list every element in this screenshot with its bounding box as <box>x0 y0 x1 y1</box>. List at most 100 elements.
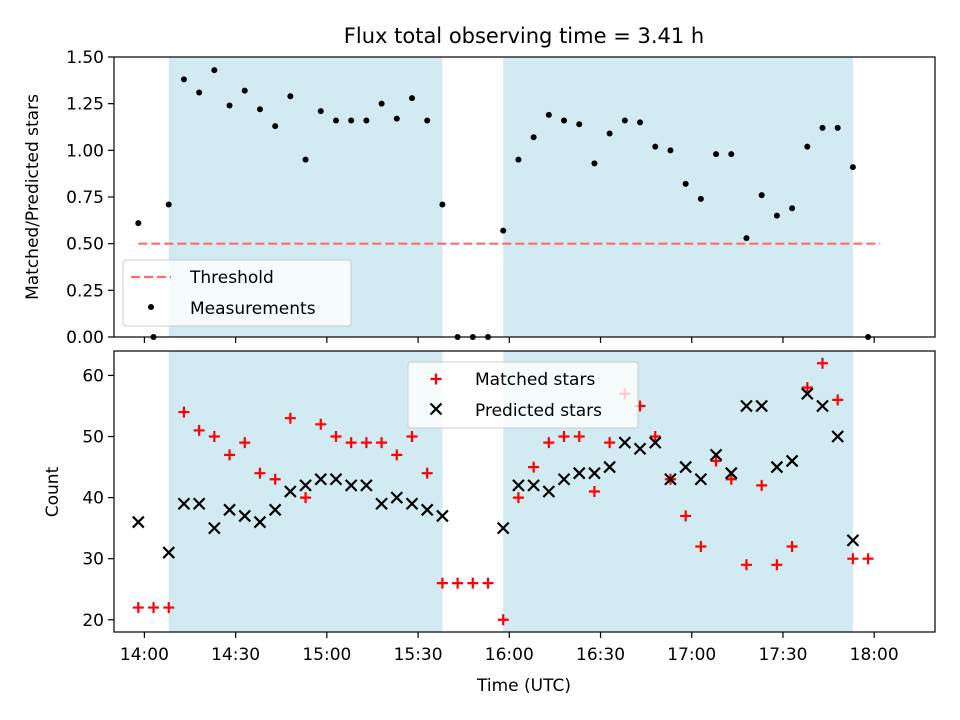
y-tick-label: 1.25 <box>66 95 104 115</box>
legend-threshold-label: Threshold <box>189 268 274 288</box>
predicted-star-point <box>740 399 753 413</box>
matched-star-point <box>543 437 555 449</box>
matched-star-point <box>497 614 509 626</box>
measurement-point <box>515 156 522 163</box>
legend-measurement-label: Measurements <box>190 299 316 319</box>
measurement-point <box>561 117 568 124</box>
predicted-star-point <box>329 473 343 486</box>
measurement-point <box>363 117 370 124</box>
predicted-star-point <box>724 466 738 480</box>
y-tick-label: 1.50 <box>66 48 104 68</box>
predicted-star-point <box>132 515 145 529</box>
predicted-star-point <box>648 436 662 449</box>
measurement-point <box>348 117 355 124</box>
matched-star-point <box>816 357 828 369</box>
measurement-point <box>393 115 400 122</box>
matched-star-point <box>512 492 524 504</box>
x-tick-label: 14:00 <box>120 645 169 665</box>
measurement-point <box>728 151 735 158</box>
x-tick-label: 17:00 <box>667 645 716 665</box>
measurement-point <box>408 95 415 102</box>
measurement-point <box>743 235 750 242</box>
y-tick-label: 0.00 <box>66 328 104 348</box>
predicted-star-point <box>299 479 312 492</box>
y-tick-label: 1.00 <box>66 141 104 161</box>
measurement-point <box>317 108 324 115</box>
matched-star-point <box>300 492 312 504</box>
y-tick-label: 30 <box>82 550 104 570</box>
matched-star-point <box>847 553 859 565</box>
x-tick-label: 17:30 <box>758 645 807 665</box>
count-panel: 14:00 14:30 15:00 15:30 16:00 16:30 17:00 17:30… <box>82 350 936 665</box>
matched-star-point <box>360 437 372 449</box>
predicted-star-point <box>496 521 510 535</box>
predicted-star-point <box>557 473 571 486</box>
matched-star-point <box>725 473 737 485</box>
measurement-point <box>272 123 279 130</box>
predicted-star-point <box>284 485 297 498</box>
matched-star-point <box>436 577 448 589</box>
x-tick-label: 16:30 <box>576 645 625 665</box>
predicted-star-point <box>375 497 388 510</box>
axes-frame <box>113 350 936 633</box>
predicted-star-point <box>542 485 556 498</box>
matched-star-point <box>330 431 342 443</box>
x-tick-label: 15:00 <box>302 645 351 665</box>
x-axis-label: Time (UTC) <box>476 676 571 696</box>
legend-predicted-swatch <box>429 402 443 416</box>
axes-frame <box>113 56 936 338</box>
matched-star-point <box>315 418 327 430</box>
predicted-star-point <box>238 509 252 523</box>
measurement-point <box>804 143 811 150</box>
x-tick-label: 18:00 <box>850 645 899 665</box>
matched-star-point <box>588 486 600 497</box>
figure-title: Flux total observing time = 3.41 h <box>344 24 704 48</box>
measurement-point <box>332 117 339 124</box>
predicted-star-point <box>390 491 404 504</box>
legend-matched-swatch <box>430 373 442 385</box>
matched-star-point <box>163 602 175 614</box>
measurement-point <box>682 180 689 187</box>
predicted-star-point <box>755 399 768 413</box>
predicted-star-point <box>420 503 434 517</box>
measurement-point <box>241 87 248 94</box>
measurement-point <box>621 117 628 124</box>
predicted-star-point <box>572 466 586 480</box>
predicted-star-point <box>633 442 647 456</box>
measurement-point <box>713 151 720 158</box>
measurement-point <box>591 160 598 167</box>
predicted-star-point <box>831 430 844 443</box>
matched-star-point <box>801 382 813 394</box>
y-tick-label: 0.50 <box>66 235 104 255</box>
measurement-point <box>789 205 796 212</box>
matched-star-point <box>269 473 281 485</box>
x-tick-label: 16:00 <box>485 645 534 665</box>
matched-star-point <box>558 431 570 443</box>
matched-star-point <box>254 467 266 479</box>
matched-star-point <box>680 510 692 522</box>
matched-star-point <box>649 431 661 443</box>
legend-predicted-label: Predicted stars <box>475 401 602 421</box>
legend-matched-label: Matched stars <box>475 370 595 390</box>
matched-star-point <box>406 431 418 443</box>
predicted-star-point <box>268 503 282 517</box>
predicted-star-point <box>618 436 632 449</box>
measurement-point <box>180 76 187 83</box>
predicted-star-point <box>527 479 540 492</box>
matched-star-point <box>482 577 494 589</box>
matched-star-point <box>421 467 433 479</box>
matched-star-point <box>771 559 783 571</box>
matched-star-point <box>345 437 357 449</box>
measurement-point <box>667 147 674 154</box>
measurement-point <box>135 220 142 227</box>
predicted-star-point <box>816 399 829 413</box>
x-tick-label: 14:30 <box>211 645 260 665</box>
y-axis-label-count: Count <box>43 466 63 517</box>
predicted-star-point <box>253 515 267 529</box>
matched-star-point <box>224 449 236 461</box>
measurement-point <box>834 124 841 131</box>
predicted-star-point <box>694 473 708 486</box>
matched-star-point <box>178 406 190 418</box>
measurement-point <box>849 164 856 171</box>
matched-star-point <box>832 394 844 406</box>
